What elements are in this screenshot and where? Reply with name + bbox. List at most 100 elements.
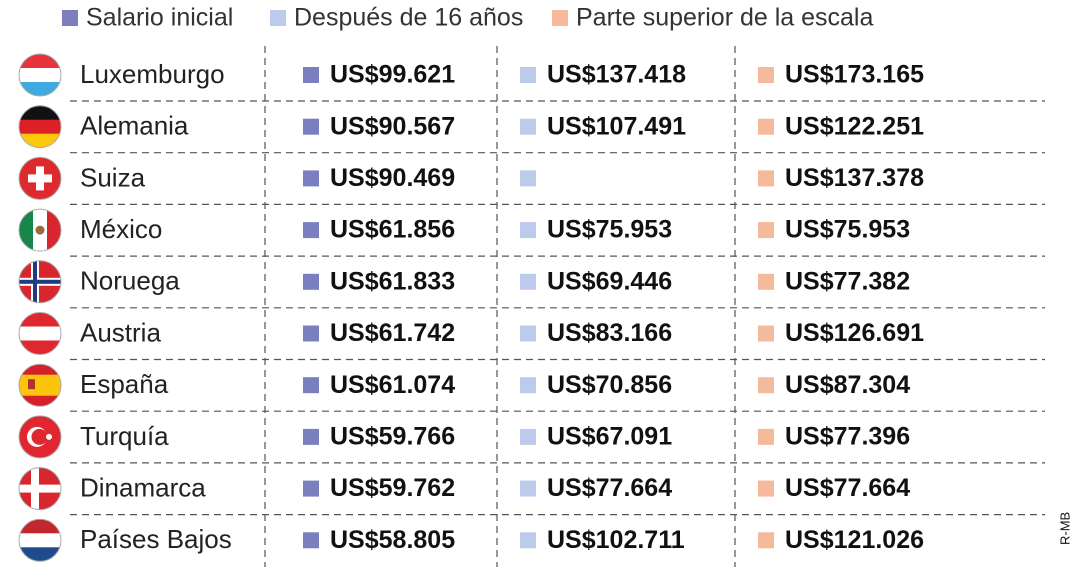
flag bbox=[19, 209, 61, 252]
flag-part bbox=[19, 279, 61, 284]
flag-part bbox=[19, 364, 61, 376]
salary-value: US$83.166 bbox=[547, 319, 672, 347]
salary-value: US$87.304 bbox=[785, 371, 910, 399]
salary-value: US$126.691 bbox=[785, 319, 924, 347]
flag-border bbox=[18, 363, 62, 407]
legend-label: Parte superior de la escala bbox=[576, 4, 873, 32]
country-name: Turquía bbox=[80, 421, 169, 451]
flag-icon bbox=[18, 105, 62, 149]
flag-part bbox=[28, 379, 35, 390]
legend-swatch bbox=[552, 10, 568, 26]
value-swatch bbox=[303, 428, 319, 445]
salary-value: US$67.091 bbox=[547, 423, 672, 451]
salary-value: US$61.742 bbox=[330, 319, 455, 347]
salary-value: US$61.833 bbox=[330, 267, 455, 295]
flag-icon bbox=[18, 312, 62, 355]
flag-border bbox=[18, 518, 62, 562]
salary-value: US$173.165 bbox=[785, 61, 924, 89]
salary-value: US$77.664 bbox=[785, 474, 910, 502]
flag bbox=[19, 415, 61, 458]
value-swatch bbox=[758, 273, 774, 290]
salary-value: US$90.469 bbox=[330, 164, 455, 192]
value-swatch bbox=[758, 222, 774, 239]
value-swatch bbox=[520, 118, 536, 135]
salary-value: US$58.805 bbox=[330, 526, 455, 554]
salary-value: US$70.856 bbox=[547, 371, 672, 399]
flag-part bbox=[19, 340, 61, 355]
flag bbox=[19, 312, 61, 355]
salary-value: US$137.378 bbox=[785, 164, 924, 192]
salary-value: US$75.953 bbox=[547, 216, 672, 244]
value-swatch bbox=[520, 67, 536, 83]
flag bbox=[19, 519, 61, 562]
value-swatch bbox=[303, 222, 319, 239]
value-swatch bbox=[303, 118, 319, 135]
value-swatch bbox=[303, 273, 319, 290]
flag-icon bbox=[18, 156, 62, 200]
value-swatch bbox=[758, 325, 774, 342]
country-name: México bbox=[80, 214, 162, 244]
salary-value: US$107.491 bbox=[547, 112, 686, 140]
flag-icon bbox=[18, 260, 62, 304]
country-name: Austria bbox=[80, 317, 161, 347]
legend-label: Salario inicial bbox=[86, 4, 233, 32]
flag bbox=[19, 105, 61, 148]
flag-part bbox=[19, 119, 61, 135]
value-swatch bbox=[758, 118, 774, 135]
salary-value: US$102.711 bbox=[547, 526, 685, 554]
credit: R-MB bbox=[1057, 512, 1072, 545]
country-name: Alemania bbox=[80, 111, 189, 141]
flag-part bbox=[31, 467, 39, 510]
salary-value: US$61.074 bbox=[330, 371, 455, 399]
flag-part bbox=[31, 428, 48, 445]
flag-border bbox=[18, 208, 62, 252]
value-swatch bbox=[520, 377, 536, 394]
country-name: Noruega bbox=[80, 266, 180, 296]
flag bbox=[19, 467, 61, 510]
flag-part bbox=[19, 133, 61, 148]
country-name: España bbox=[80, 369, 169, 399]
flag-icon bbox=[18, 363, 62, 407]
flag-part bbox=[19, 105, 61, 121]
country-name: Países Bajos bbox=[80, 524, 232, 554]
salary-value: US$77.396 bbox=[785, 423, 910, 451]
flag-icon bbox=[18, 208, 62, 252]
flag-border bbox=[18, 53, 62, 97]
flag-part bbox=[19, 68, 61, 83]
salary-value: US$122.251 bbox=[785, 112, 924, 140]
flag-part bbox=[19, 374, 61, 397]
legend-swatch bbox=[62, 10, 78, 26]
salary-value: US$59.762 bbox=[330, 474, 455, 502]
flag-part bbox=[47, 209, 61, 252]
flag-border bbox=[18, 312, 62, 355]
value-swatch bbox=[303, 480, 319, 497]
flag-border bbox=[18, 415, 62, 459]
flag-part bbox=[35, 225, 45, 235]
value-swatch bbox=[758, 377, 774, 394]
country-name: Suiza bbox=[80, 162, 146, 192]
flag-border bbox=[18, 156, 62, 200]
salary-value: US$69.446 bbox=[547, 267, 672, 295]
value-swatch bbox=[758, 532, 774, 549]
legend-label: Después de 16 años bbox=[294, 4, 523, 32]
flag bbox=[19, 54, 61, 96]
salary-value: US$137.418 bbox=[547, 61, 686, 89]
flag-part bbox=[19, 533, 61, 548]
value-swatch bbox=[520, 325, 536, 342]
value-swatch bbox=[520, 532, 536, 549]
value-swatch bbox=[758, 428, 774, 445]
legend-swatch bbox=[270, 10, 286, 26]
flag-part bbox=[19, 326, 61, 341]
flag bbox=[19, 260, 61, 303]
flag-border bbox=[18, 467, 62, 511]
value-swatch bbox=[303, 170, 319, 187]
flag-border bbox=[18, 260, 62, 304]
salary-value: US$75.953 bbox=[785, 216, 910, 244]
value-swatch bbox=[758, 67, 774, 83]
salary-value: US$77.382 bbox=[785, 267, 910, 295]
country-name: Luxemburgo bbox=[80, 59, 225, 89]
salary-value: US$99.621 bbox=[330, 61, 455, 89]
country-name: Dinamarca bbox=[80, 472, 206, 502]
flag-part bbox=[19, 484, 61, 493]
flag-part bbox=[19, 519, 61, 534]
